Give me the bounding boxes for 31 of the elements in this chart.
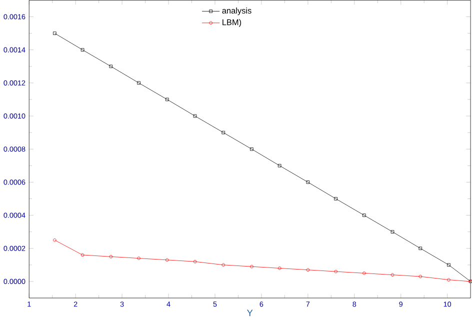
x-axis-title: Y [246,310,253,316]
point [222,264,225,267]
point [193,114,197,118]
point [165,98,169,102]
point [362,214,366,218]
legend-label: LBM) [222,19,242,28]
point [109,255,113,259]
point [362,272,366,276]
point [447,264,450,267]
point [278,266,282,270]
point [418,275,422,278]
point [109,64,113,68]
point [80,254,84,257]
point [447,278,450,282]
point [137,82,140,85]
point [193,260,197,264]
point [306,180,310,184]
point [306,268,310,272]
point [137,256,140,260]
legend-label: analysis [222,8,252,16]
point [418,246,422,250]
point [250,265,254,268]
point [390,230,394,234]
point [334,270,338,274]
point [165,258,169,262]
point [80,48,84,52]
point [390,273,394,277]
point [278,164,282,168]
point [222,131,225,134]
point [250,148,254,151]
point [334,197,338,201]
